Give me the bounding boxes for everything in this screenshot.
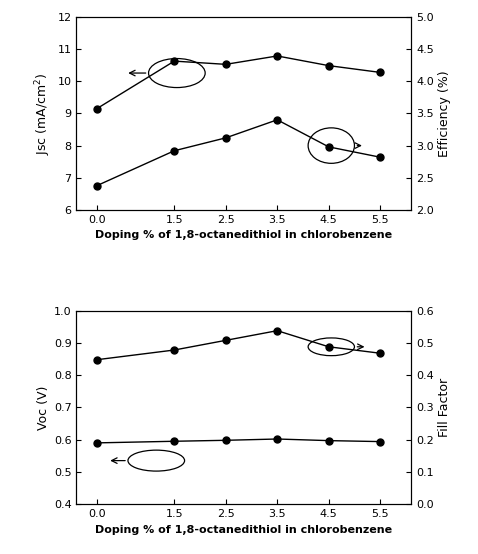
Y-axis label: Jsc (mA/cm$^2$): Jsc (mA/cm$^2$): [34, 72, 54, 155]
Y-axis label: Voc (V): Voc (V): [37, 385, 50, 429]
Y-axis label: Efficiency (%): Efficiency (%): [438, 70, 451, 157]
X-axis label: Doping % of 1,8-octanedithiol in chlorobenzene: Doping % of 1,8-octanedithiol in chlorob…: [95, 525, 392, 535]
X-axis label: Doping % of 1,8-octanedithiol in chlorobenzene: Doping % of 1,8-octanedithiol in chlorob…: [95, 230, 392, 240]
Y-axis label: Fill Factor: Fill Factor: [438, 378, 451, 437]
